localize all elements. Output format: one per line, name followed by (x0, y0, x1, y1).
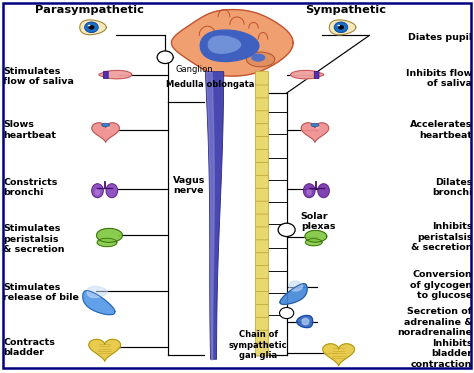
Text: Sympathetic: Sympathetic (305, 5, 386, 15)
Ellipse shape (106, 184, 118, 198)
FancyBboxPatch shape (255, 342, 269, 356)
Ellipse shape (307, 189, 312, 195)
FancyBboxPatch shape (255, 136, 269, 150)
Polygon shape (97, 228, 122, 242)
Polygon shape (201, 30, 259, 62)
Text: Inhibits
bladder
contraction: Inhibits bladder contraction (411, 339, 473, 369)
Ellipse shape (107, 127, 110, 129)
FancyBboxPatch shape (255, 316, 269, 330)
FancyBboxPatch shape (255, 110, 269, 124)
Ellipse shape (311, 123, 319, 127)
Ellipse shape (337, 25, 340, 26)
FancyBboxPatch shape (255, 226, 269, 240)
Polygon shape (289, 281, 302, 291)
Text: Diates pupil: Diates pupil (408, 33, 473, 42)
FancyBboxPatch shape (255, 187, 269, 201)
FancyBboxPatch shape (255, 291, 269, 304)
Polygon shape (208, 36, 240, 53)
Ellipse shape (251, 54, 265, 62)
Circle shape (280, 307, 294, 319)
Polygon shape (323, 344, 355, 366)
Circle shape (278, 223, 295, 236)
Polygon shape (291, 70, 324, 79)
Text: Medulla oblongata: Medulla oblongata (166, 81, 255, 90)
Polygon shape (280, 284, 307, 304)
Text: Constricts
bronchi: Constricts bronchi (3, 178, 57, 197)
Text: Inhibits flow
of saliva: Inhibits flow of saliva (406, 69, 473, 88)
Text: Ganglion: Ganglion (175, 65, 213, 74)
Text: Slows
heartbeat: Slows heartbeat (3, 120, 56, 140)
Text: Contracts
bladder: Contracts bladder (3, 338, 55, 357)
Polygon shape (305, 239, 322, 246)
FancyBboxPatch shape (255, 162, 269, 175)
Ellipse shape (303, 184, 315, 198)
Polygon shape (205, 72, 224, 359)
Polygon shape (97, 238, 117, 247)
FancyBboxPatch shape (255, 84, 269, 98)
Ellipse shape (102, 123, 109, 127)
FancyBboxPatch shape (255, 265, 269, 279)
Circle shape (157, 51, 173, 63)
Text: Chain of
sympathetic
gan glia: Chain of sympathetic gan glia (229, 330, 288, 360)
FancyBboxPatch shape (255, 239, 269, 253)
Text: Stimulates
peristalsis
& secretion: Stimulates peristalsis & secretion (3, 224, 64, 254)
Text: Dilates
bronchi: Dilates bronchi (432, 178, 473, 197)
Polygon shape (302, 319, 309, 325)
FancyBboxPatch shape (255, 200, 269, 214)
Polygon shape (80, 20, 106, 35)
Polygon shape (87, 286, 107, 298)
Ellipse shape (318, 184, 329, 198)
Ellipse shape (246, 52, 275, 67)
Polygon shape (172, 10, 293, 76)
FancyBboxPatch shape (255, 329, 269, 343)
Ellipse shape (88, 25, 91, 26)
Ellipse shape (316, 127, 320, 129)
Ellipse shape (334, 22, 348, 32)
Ellipse shape (95, 189, 100, 195)
Text: Vagus
nerve: Vagus nerve (173, 176, 205, 195)
FancyBboxPatch shape (255, 71, 269, 85)
FancyBboxPatch shape (255, 278, 269, 291)
Text: Inhibits
peristalsis
& secretion: Inhibits peristalsis & secretion (411, 222, 473, 252)
Polygon shape (89, 339, 120, 361)
FancyBboxPatch shape (255, 97, 269, 111)
Polygon shape (99, 70, 132, 79)
Polygon shape (83, 291, 115, 315)
FancyBboxPatch shape (255, 175, 269, 188)
Polygon shape (305, 231, 327, 242)
Polygon shape (297, 316, 313, 327)
Polygon shape (92, 123, 119, 142)
Text: Stimulates
flow of saliva: Stimulates flow of saliva (3, 67, 74, 86)
FancyBboxPatch shape (255, 304, 269, 317)
Ellipse shape (338, 25, 344, 30)
Ellipse shape (89, 25, 94, 30)
Text: Secretion of
adrenaline &
noradrenaline: Secretion of adrenaline & noradrenaline (397, 307, 473, 337)
Text: Accelerates
heartbeat: Accelerates heartbeat (410, 120, 473, 140)
Text: Solar
plexas: Solar plexas (301, 212, 335, 231)
FancyBboxPatch shape (103, 71, 108, 79)
Text: Conversion
of glycogen
to glucose: Conversion of glycogen to glucose (410, 270, 473, 300)
Polygon shape (329, 20, 356, 35)
FancyBboxPatch shape (255, 148, 269, 163)
FancyBboxPatch shape (255, 252, 269, 266)
FancyBboxPatch shape (255, 123, 269, 137)
FancyBboxPatch shape (314, 71, 319, 79)
Polygon shape (301, 123, 329, 142)
Text: Parasympathetic: Parasympathetic (35, 5, 144, 15)
Ellipse shape (85, 22, 98, 32)
FancyBboxPatch shape (255, 213, 269, 227)
Ellipse shape (91, 184, 103, 198)
Text: Stimulates
release of bile: Stimulates release of bile (3, 283, 79, 303)
